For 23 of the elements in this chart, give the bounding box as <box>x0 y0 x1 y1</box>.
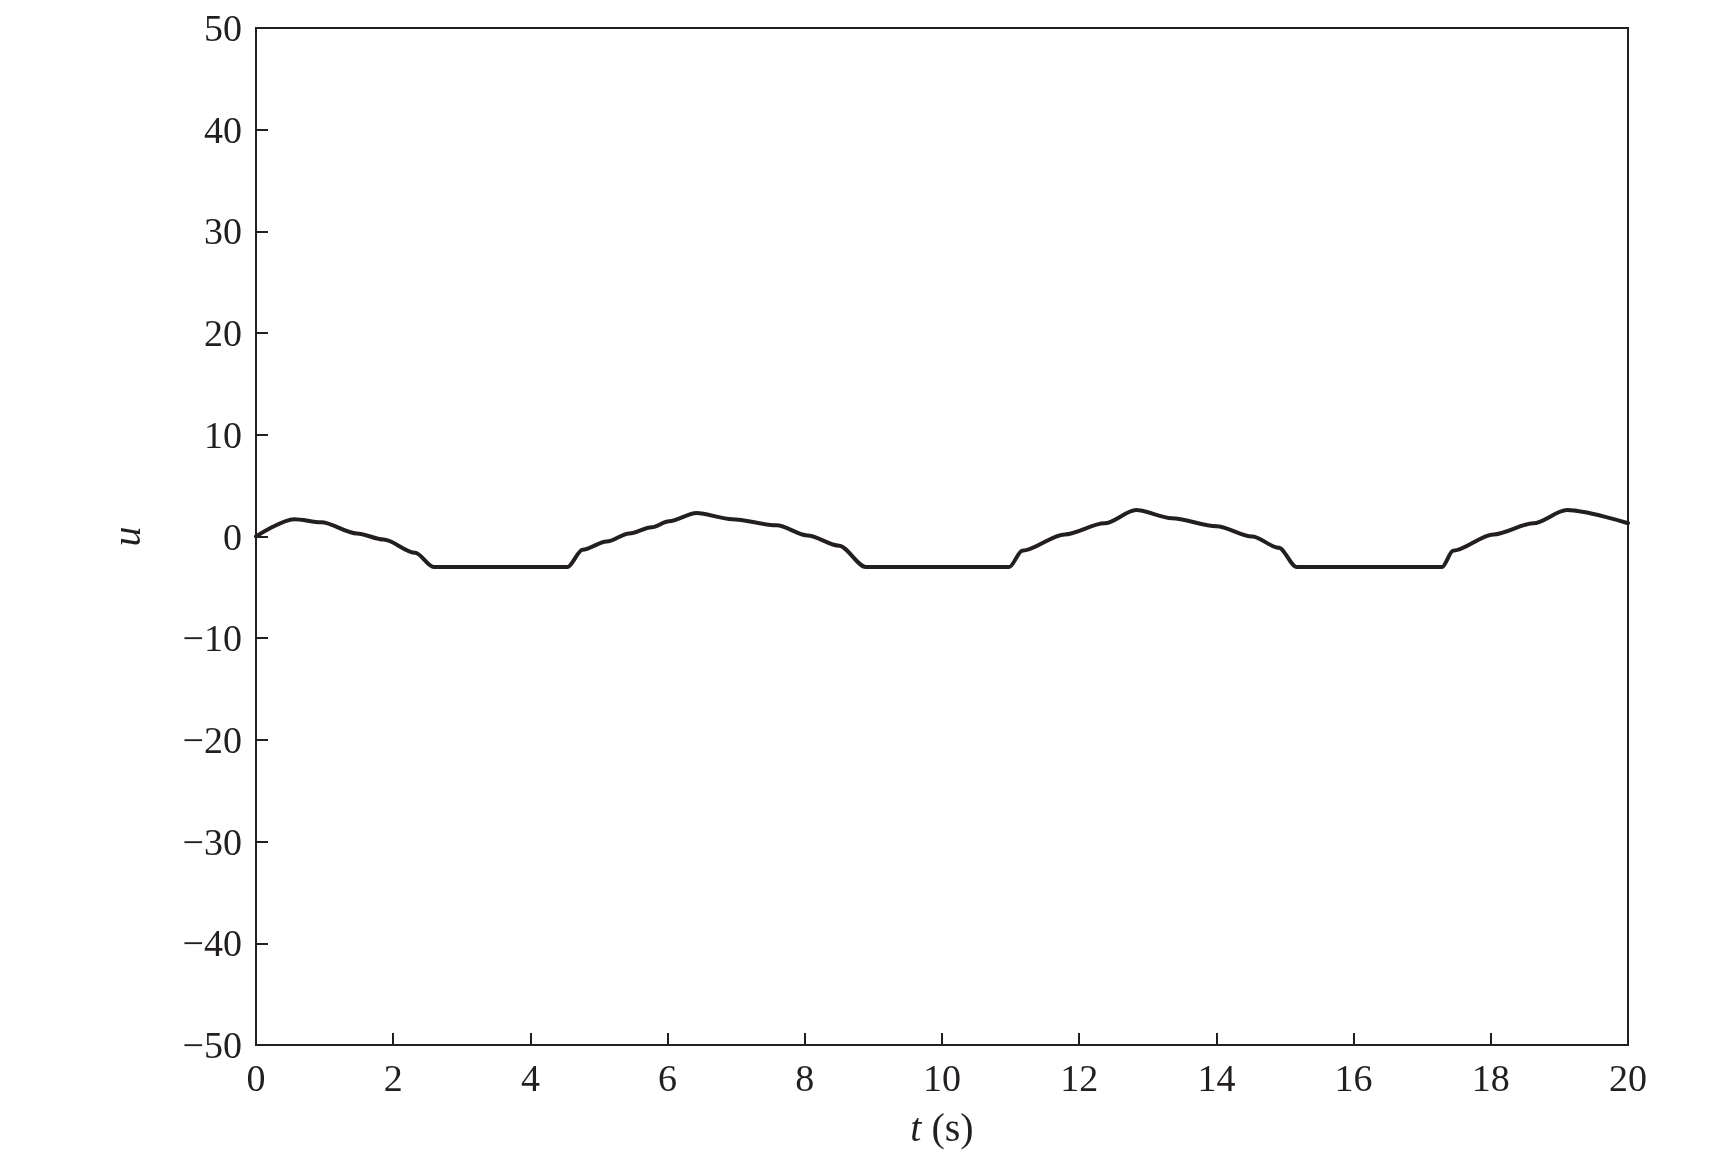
x-tick-label: 2 <box>383 1057 403 1099</box>
x-tick-label: 18 <box>1471 1057 1510 1099</box>
y-tick-label: 10 <box>204 413 242 456</box>
y-tick-label: 30 <box>204 210 242 253</box>
y-tick-label: −10 <box>182 617 242 660</box>
y-tick-label: 20 <box>204 312 242 355</box>
x-axis-title: t (s) <box>910 1104 974 1150</box>
y-tick-label: −50 <box>182 1024 242 1066</box>
x-tick-label: 6 <box>658 1057 678 1099</box>
x-tick-label: 14 <box>1197 1057 1236 1099</box>
x-tick-label: 8 <box>795 1057 815 1099</box>
x-tick-label: 20 <box>1609 1057 1647 1099</box>
y-tick-label: −20 <box>182 718 242 761</box>
y-tick-label: −40 <box>182 922 242 965</box>
y-tick-label: 50 <box>204 7 242 49</box>
x-tick-label: 4 <box>520 1057 540 1099</box>
y-axis-title: u <box>103 526 149 547</box>
y-tick-label: 0 <box>223 515 242 558</box>
x-tick-label: 12 <box>1060 1057 1099 1099</box>
y-tick-label: 40 <box>204 108 242 151</box>
y-tick-label: −30 <box>182 820 242 863</box>
x-tick-label: 16 <box>1334 1057 1373 1099</box>
x-tick-label: 10 <box>923 1057 961 1099</box>
